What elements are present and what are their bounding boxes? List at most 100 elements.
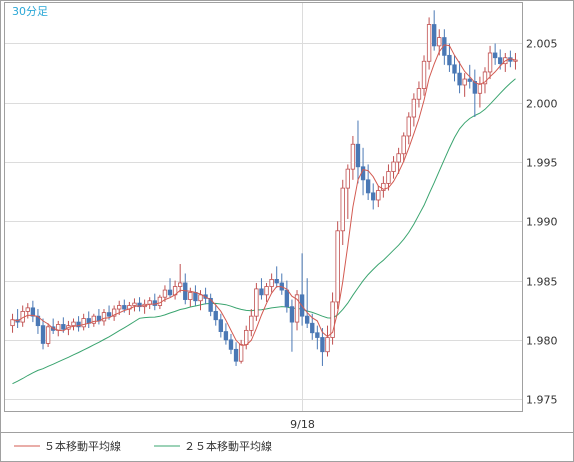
candle-up <box>421 60 427 89</box>
candle-up <box>335 230 340 303</box>
candle-up <box>254 288 259 317</box>
candle-up <box>10 319 15 327</box>
ma5-series <box>12 44 516 346</box>
y-tick-label: 1.975 <box>526 394 558 407</box>
y-tick-label: 1.980 <box>526 335 558 348</box>
candle-down <box>305 315 310 324</box>
candle-down <box>259 288 264 296</box>
candle-down <box>365 179 371 194</box>
candle-down <box>360 166 366 181</box>
candle-down <box>452 64 457 74</box>
candle-up <box>325 337 330 353</box>
y-tick-label: 1.985 <box>526 276 558 289</box>
candle-up <box>482 71 488 85</box>
candle-up <box>386 171 391 184</box>
candle-down <box>447 54 452 66</box>
plot-frame <box>4 2 523 412</box>
x-tick-label: 9/18 <box>290 418 315 431</box>
candle-up <box>117 305 122 310</box>
candle-up <box>416 88 422 100</box>
candle-up <box>188 292 193 300</box>
candle-down <box>233 348 239 362</box>
candle-down <box>152 300 157 306</box>
ma5-line <box>12 44 516 346</box>
candle-down <box>498 57 503 65</box>
candle-up <box>178 282 183 287</box>
candle-down <box>289 306 295 323</box>
legend: ５本移動平均線 ２５本移動平均線 <box>14 439 272 453</box>
candle-up <box>381 182 386 191</box>
candle-up <box>71 321 76 327</box>
candle-down <box>472 81 477 94</box>
candle-down <box>193 292 198 302</box>
candle-down <box>223 331 229 341</box>
candle-up <box>411 98 417 118</box>
candle-down <box>310 322 315 334</box>
candle-down <box>137 302 142 308</box>
candle-up <box>198 294 203 302</box>
y-tick-label: 2.005 <box>526 38 558 51</box>
candle-down <box>213 311 218 321</box>
candle-down <box>432 24 437 47</box>
y-tick-label: 1.990 <box>526 216 558 229</box>
candle-up <box>330 301 335 338</box>
legend-ma5-label: ５本移動平均線 <box>44 439 121 453</box>
candles <box>10 10 518 366</box>
candle-down <box>76 321 81 328</box>
candle-up <box>350 143 356 170</box>
candle-up <box>45 326 51 344</box>
candle-down <box>208 297 213 312</box>
candle-up <box>249 315 254 331</box>
candle-up <box>345 168 350 189</box>
candle-up <box>294 294 300 323</box>
candle-up <box>391 161 396 172</box>
candle-up <box>462 78 467 86</box>
candle-up <box>401 135 406 155</box>
candle-down <box>218 319 223 332</box>
candle-down <box>61 324 66 330</box>
candle-up <box>376 190 381 201</box>
candle-up <box>81 318 86 328</box>
candle-up <box>111 308 117 317</box>
candle-up <box>340 187 345 232</box>
candle-up <box>238 344 244 362</box>
candle-up <box>101 312 107 322</box>
candle-down <box>315 332 320 338</box>
candle-up <box>162 289 168 298</box>
y-tick-label: 2.000 <box>526 98 558 111</box>
timeframe-label: 30分足 <box>12 5 48 18</box>
candle-down <box>167 289 173 296</box>
candle-up <box>132 302 137 306</box>
y-tick-label: 1.995 <box>526 157 558 170</box>
candle-down <box>228 339 234 350</box>
candle-down <box>320 337 325 353</box>
legend-ma25-label: ２５本移動平均線 <box>184 439 272 453</box>
candle-up <box>406 116 411 137</box>
candle-down <box>284 289 290 308</box>
candle-down <box>40 325 46 344</box>
candle-up <box>487 52 493 73</box>
candle-up <box>437 37 442 47</box>
candle-up <box>157 296 163 306</box>
candle-down <box>355 143 361 168</box>
candle-up <box>269 279 274 287</box>
candle-down <box>457 72 462 86</box>
candle-down <box>30 307 36 317</box>
candle-down <box>106 312 112 317</box>
candle-up <box>25 307 30 312</box>
candle-up <box>426 24 432 62</box>
candle-up <box>264 286 269 296</box>
candle-down <box>122 305 127 310</box>
candle-down <box>371 192 376 201</box>
candle-down <box>274 279 279 284</box>
candle-down <box>492 52 498 59</box>
candle-down <box>467 78 472 82</box>
candle-up <box>513 59 518 62</box>
candle-up <box>396 153 401 163</box>
candle-up <box>244 329 249 346</box>
candle-up <box>91 315 96 324</box>
candle-up <box>477 83 483 94</box>
